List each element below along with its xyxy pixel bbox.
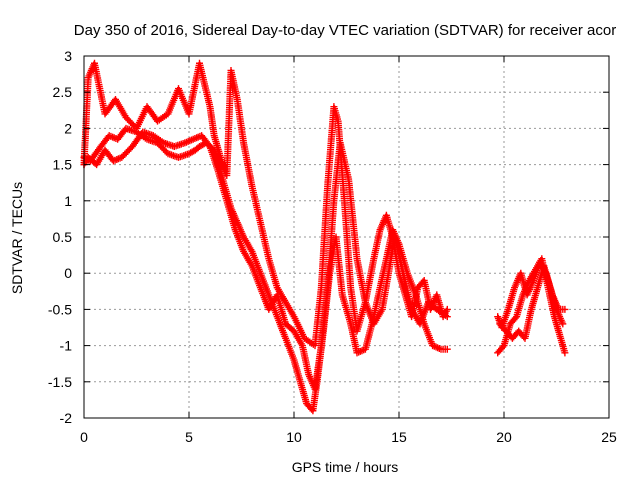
- y-tick-label: -1.5: [48, 374, 72, 390]
- tick-layer: 0 5 10 15 20 25 -2 -1.5 -1 -0.5 0 0.5 1 1.5 2 2.5 3: [48, 48, 617, 445]
- y-tick-label: 2: [64, 120, 72, 136]
- x-tick-label: 15: [391, 429, 407, 445]
- y-tick-label: -1: [60, 338, 73, 354]
- data-layer: [80, 59, 569, 415]
- x-tick-label: 25: [601, 429, 617, 445]
- series-6-trace: [497, 264, 566, 341]
- y-tick-label: 0: [64, 265, 72, 281]
- series-1-trace: [82, 125, 449, 413]
- chart-title: Day 350 of 2016, Sidereal Day-to-day VTE…: [74, 22, 616, 39]
- x-axis-label: GPS time / hours: [292, 459, 399, 475]
- y-tick-label: 2.5: [53, 84, 73, 100]
- y-tick-label: 3: [64, 48, 72, 64]
- y-tick-label: 1.5: [53, 157, 73, 173]
- x-tick-label: 0: [80, 429, 88, 445]
- x-tick-label: 20: [496, 429, 512, 445]
- y-tick-label: -2: [60, 410, 73, 426]
- y-tick-label: 1: [64, 193, 72, 209]
- series-6: [496, 262, 567, 342]
- x-tick-label: 10: [286, 429, 302, 445]
- y-axis-label: SDTVAR / TECUs: [9, 182, 25, 294]
- y-tick-label: 0.5: [53, 229, 73, 245]
- x-tick-label: 5: [185, 429, 193, 445]
- y-tick-label: -0.5: [48, 301, 72, 317]
